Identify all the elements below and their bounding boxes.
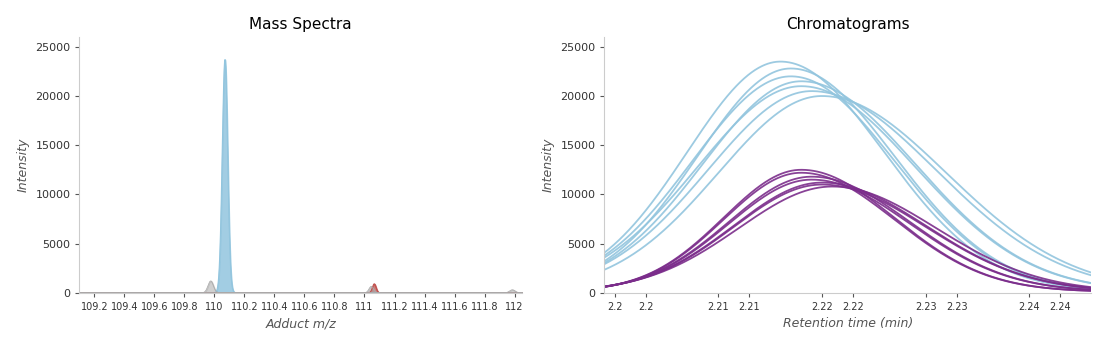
X-axis label: Retention time (min): Retention time (min) bbox=[782, 318, 913, 330]
Title: Chromatograms: Chromatograms bbox=[786, 17, 910, 32]
Title: Mass Spectra: Mass Spectra bbox=[249, 17, 352, 32]
Y-axis label: Intensity: Intensity bbox=[542, 138, 555, 192]
Y-axis label: Intensity: Intensity bbox=[17, 138, 30, 192]
X-axis label: Adduct m/z: Adduct m/z bbox=[265, 318, 336, 330]
